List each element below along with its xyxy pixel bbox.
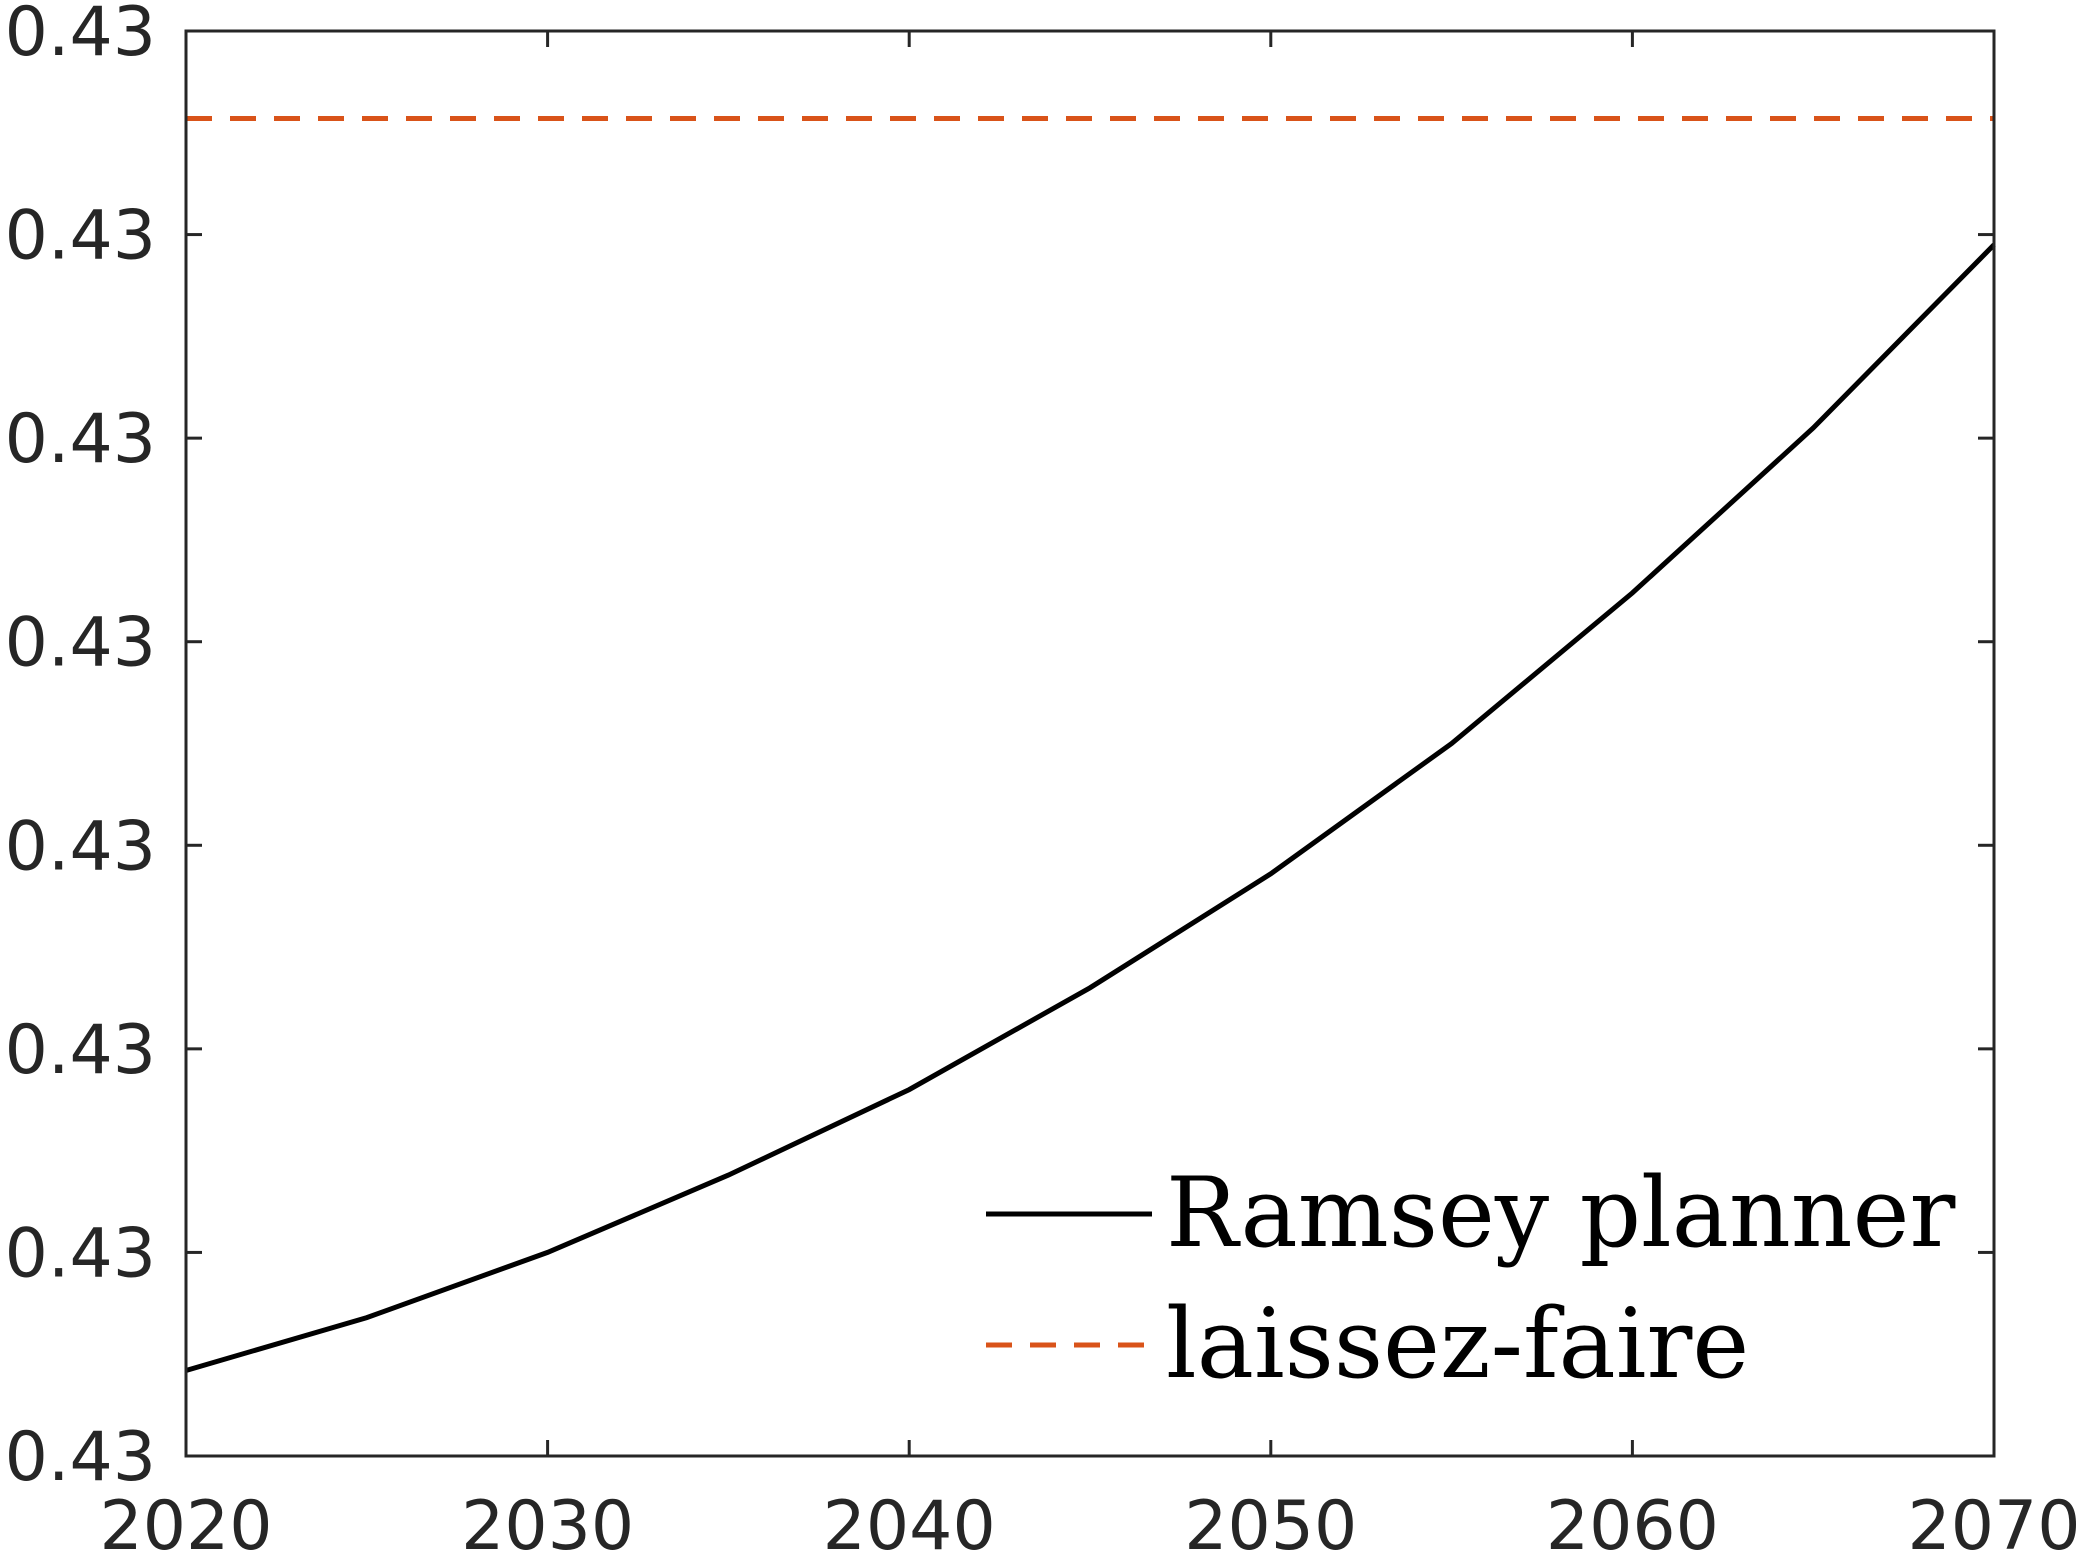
x-tick-label: 2040 [823,1487,996,1553]
series-line-0 [185,243,1996,1373]
x-tick-label: 2060 [1546,1487,1719,1553]
y-tick-label: 0.43 [5,0,156,72]
plot-frame [184,29,1996,1458]
y-tick-label: 0.43 [5,400,156,479]
legend-label-0: Ramsey planner [1166,1157,1955,1269]
series-layer [185,116,1996,1373]
y-tick-label: 0.43 [5,1011,156,1090]
plot-area [186,31,1994,1456]
x-tick-label: 2030 [461,1487,634,1553]
y-tick-label: 0.43 [5,1418,156,1497]
legend: Ramsey planner laissez-faire [986,1157,1955,1400]
x-tick-label: 2050 [1184,1487,1357,1553]
y-axis: 0.43 0.43 0.43 0.43 0.43 0.43 0.43 0.43 [5,0,1994,1497]
x-tick-label: 2020 [99,1487,272,1553]
x-axis: 2020 2030 2040 2050 2060 2070 [99,31,2081,1553]
legend-label-1: laissez-faire [1166,1288,1749,1400]
y-tick-label: 0.43 [5,1214,156,1293]
y-tick-label: 0.43 [5,604,156,683]
x-tick-label: 2070 [1907,1487,2080,1553]
y-tick-label: 0.43 [5,197,156,276]
y-tick-label: 0.43 [5,807,156,886]
